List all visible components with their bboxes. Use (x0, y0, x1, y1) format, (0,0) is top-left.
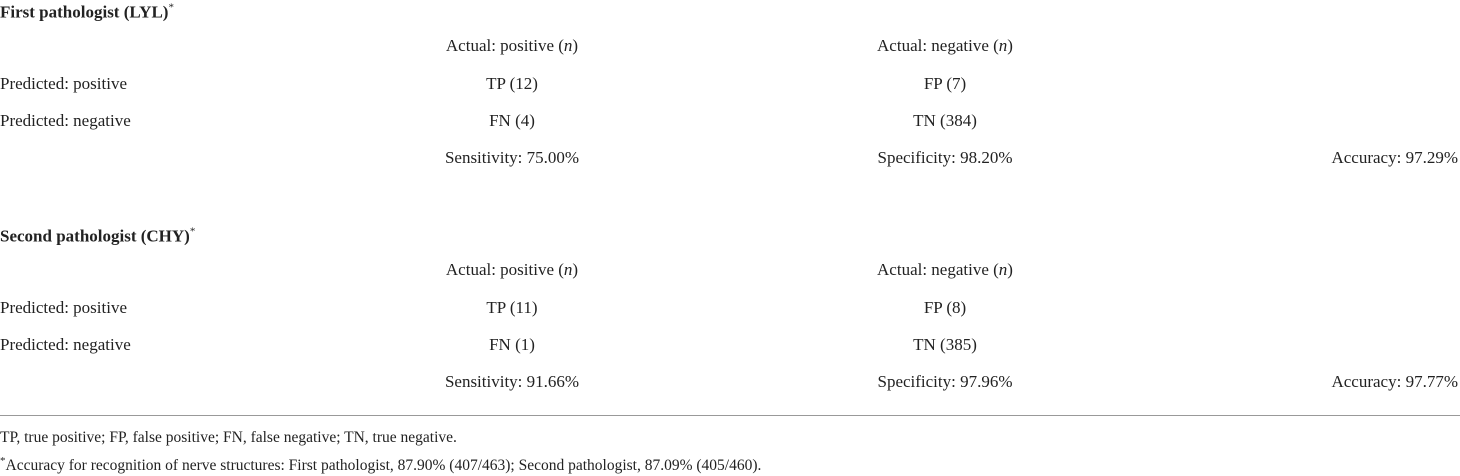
summary-metric: Specificity: 98.20% (877, 148, 1013, 167)
header-part: ) (572, 36, 579, 55)
header-part: Actual: negative ( (877, 260, 999, 279)
row-label: Predicted: negative (0, 335, 131, 354)
row-label: Predicted: positive (0, 74, 128, 93)
summary-metric: Accuracy: 97.77% (1331, 372, 1458, 391)
footnote: TP, true positive; FP, false positive; F… (0, 429, 457, 446)
cell: FN (4) (489, 111, 535, 130)
header-part: ) (1007, 36, 1013, 55)
row-label: Predicted: negative (0, 111, 131, 130)
title-marker: * (189, 225, 196, 238)
header-part: Actual: positive ( (445, 260, 564, 279)
title-marker: * (168, 1, 174, 14)
footnote-marker: * (0, 454, 6, 467)
title-text: First pathologist (LYL) (0, 2, 169, 22)
header-part: Actual: negative ( (877, 36, 999, 55)
header-part: ) (572, 260, 579, 279)
summary-metric: Accuracy: 97.29% (1331, 148, 1458, 167)
footnote: *Accuracy for recognition of nerve struc… (0, 455, 761, 475)
header-part: Actual: positive ( (445, 36, 564, 55)
header-part: n (998, 36, 1008, 55)
header-part: n (998, 260, 1008, 279)
header-part: n (563, 260, 573, 279)
cell: TN (385) (913, 335, 977, 354)
row-label: Predicted: positive (0, 298, 128, 317)
cell: FP (8) (923, 298, 967, 317)
summary-metric: Sensitivity: 75.00% (444, 148, 580, 167)
summary-metric: Specificity: 97.96% (877, 372, 1013, 391)
cell: FP (7) (923, 74, 967, 93)
section-title: First pathologist (LYL)* (0, 2, 174, 23)
cell: TP (11) (486, 298, 538, 317)
column-header: Actual: positive (n) (446, 36, 578, 56)
cell: FN (1) (489, 335, 535, 354)
footnote-rule (0, 415, 1460, 416)
cell: TN (384) (913, 111, 977, 130)
column-header: Actual: negative (n) (877, 260, 1013, 280)
title-text: Second pathologist (CHY) (0, 226, 190, 246)
footnote-text: Accuracy for recognition of nerve struct… (5, 457, 762, 475)
header-part: n (563, 36, 573, 55)
column-header: Actual: negative (n) (877, 36, 1013, 56)
section-title: Second pathologist (CHY)* (0, 226, 195, 247)
summary-metric: Sensitivity: 91.66% (444, 372, 580, 391)
column-header: Actual: positive (n) (446, 260, 578, 280)
header-part: ) (1007, 260, 1013, 279)
cell: TP (12) (486, 74, 538, 93)
